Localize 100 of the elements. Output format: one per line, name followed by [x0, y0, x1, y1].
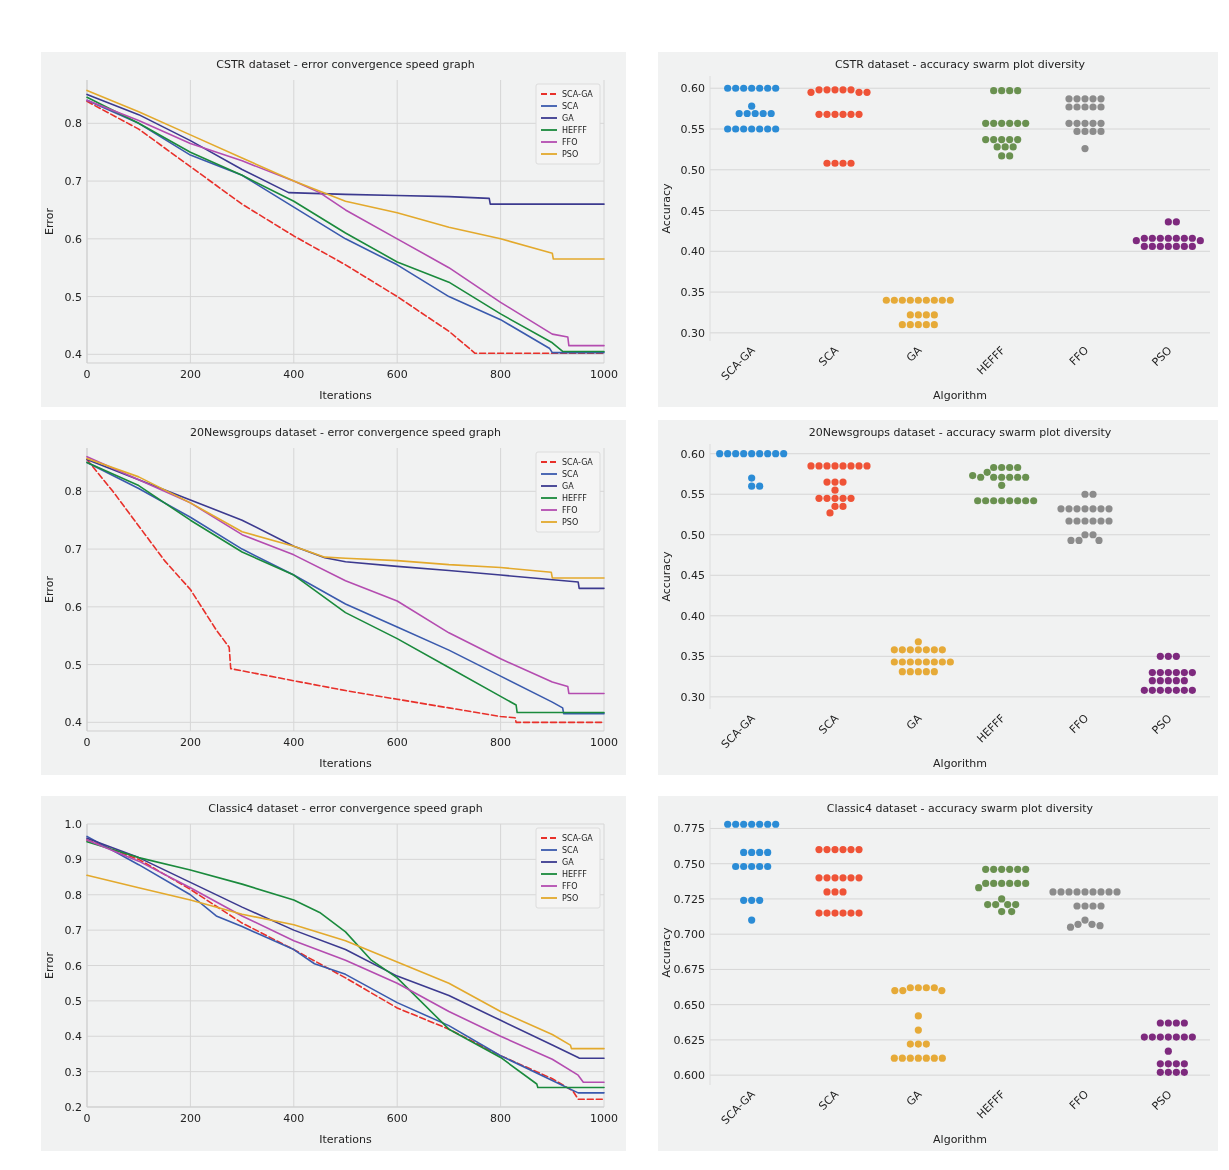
x-tick-label: 800 [490, 368, 512, 381]
y-tick-label: 0.8 [64, 888, 82, 902]
legend-label: FFO [562, 882, 578, 891]
x-tick-label: 600 [386, 368, 408, 381]
y-tick-label: 0.30 [680, 326, 705, 340]
y-tick-label: 0.3 [64, 1065, 82, 1079]
y-tick-label: 0.650 [673, 998, 705, 1012]
legend-label: HEFFF [562, 126, 588, 135]
x-tick-label: FFO [1066, 343, 1092, 369]
legend-label: PSO [562, 518, 579, 527]
y-tick-label: 0.4 [64, 1030, 82, 1044]
legend-label: SCA [562, 846, 579, 855]
y-tick-label: 0.40 [680, 609, 705, 623]
x-tick-label: 1000 [590, 736, 618, 749]
chart-title: 20Newsgroups dataset - accuracy swarm plot diversity [808, 426, 1112, 439]
legend-label: HEFFF [562, 870, 588, 879]
x-tick-label: 800 [490, 1112, 512, 1125]
legend-label: SCA-GA [562, 458, 594, 467]
y-tick-label: 0.6 [64, 232, 82, 246]
y-tick-label: 0.55 [680, 123, 705, 136]
y-tick-label: 0.4 [64, 716, 82, 730]
y-tick-label: 0.600 [673, 1069, 705, 1083]
x-tick-label: 600 [386, 1112, 408, 1125]
x-tick-label: 0 [83, 368, 91, 381]
y-tick-label: 0.7 [64, 924, 82, 938]
x-axis-title: Algorithm [933, 1133, 987, 1146]
x-tick-label: 800 [490, 736, 512, 749]
x-tick-label: 200 [179, 368, 201, 381]
x-tick-label: GA [903, 343, 925, 365]
legend-label: FFO [562, 138, 578, 147]
legend-label: SCA-GA [562, 90, 594, 99]
y-tick-label: 0.30 [680, 690, 705, 704]
x-tick-label: 400 [283, 368, 305, 381]
legend-label: GA [562, 858, 575, 867]
y-tick-label: 0.750 [673, 857, 705, 871]
y-tick-label: 0.5 [64, 290, 82, 304]
y-axis-title: Error [43, 951, 56, 979]
x-axis-title: Iterations [319, 757, 372, 770]
legend-label: FFO [562, 506, 578, 515]
y-tick-label: 0.35 [680, 650, 705, 664]
y-tick-label: 0.9 [64, 853, 82, 867]
y-tick-label: 0.50 [680, 163, 705, 177]
chart-title: Classic4 dataset - accuracy swarm plot diversity [826, 802, 1094, 815]
y-tick-label: 0.8 [64, 117, 82, 131]
y-axis-title: Error [43, 575, 56, 603]
y-tick-label: 0.675 [673, 963, 705, 977]
x-tick-label: GA [903, 1087, 925, 1109]
y-axis-title: Accuracy [660, 182, 673, 234]
x-axis-title: Iterations [319, 1133, 372, 1146]
chart-title: CSTR dataset - error convergence speed graph [216, 58, 475, 71]
y-tick-label: 0.35 [680, 286, 705, 300]
y-tick-label: 0.60 [680, 82, 705, 96]
y-tick-label: 0.700 [673, 928, 705, 942]
y-tick-label: 0.45 [680, 569, 705, 583]
y-tick-label: 0.5 [64, 994, 82, 1008]
y-tick-label: 0.4 [64, 348, 82, 362]
y-axis-title: Accuracy [660, 550, 673, 602]
y-tick-label: 0.40 [680, 245, 705, 259]
y-tick-label: 0.725 [673, 892, 705, 906]
y-tick-label: 0.8 [64, 485, 82, 499]
x-tick-label: 200 [179, 736, 201, 749]
y-tick-label: 0.50 [680, 528, 705, 542]
y-tick-label: 0.45 [680, 204, 705, 218]
legend-label: PSO [562, 150, 579, 159]
y-tick-label: 0.55 [680, 488, 705, 502]
x-tick-label: 600 [386, 736, 408, 749]
x-tick-label: GA [903, 711, 925, 733]
x-tick-label: 1000 [590, 1112, 618, 1125]
y-axis-title: Accuracy [660, 926, 673, 978]
y-tick-label: 0.625 [673, 1033, 705, 1047]
x-axis-title: Algorithm [933, 757, 987, 770]
y-tick-label: 0.6 [64, 959, 82, 973]
x-tick-label: 1000 [590, 368, 618, 381]
y-tick-label: 0.60 [680, 447, 705, 461]
legend-label: SCA-GA [562, 834, 594, 843]
y-tick-label: 0.7 [64, 175, 82, 189]
legend-label: GA [562, 114, 575, 123]
x-axis-title: Iterations [319, 389, 372, 402]
chart-title: 20Newsgroups dataset - error convergence speed graph [190, 426, 501, 439]
x-tick-label: 200 [179, 1112, 201, 1125]
x-tick-label: 400 [283, 736, 305, 749]
chart-title: Classic4 dataset - error convergence speed graph [208, 802, 483, 815]
line-series [86, 89, 605, 260]
legend-label: HEFFF [562, 494, 588, 503]
y-axis-title: Error [43, 207, 56, 235]
legend-label: PSO [562, 894, 579, 903]
chart-title: CSTR dataset - accuracy swarm plot diversity [834, 58, 1086, 71]
x-tick-label: FFO [1066, 1087, 1092, 1113]
legend-label: SCA [562, 102, 579, 111]
legend-label: SCA [562, 470, 579, 479]
legend-label: GA [562, 482, 575, 491]
y-tick-label: 0.2 [64, 1101, 82, 1114]
x-tick-label: 0 [83, 1112, 91, 1125]
x-axis-title: Algorithm [933, 389, 987, 402]
x-tick-label: 400 [283, 1112, 305, 1125]
x-tick-label: 0 [83, 736, 91, 749]
y-tick-label: 0.775 [673, 822, 705, 836]
x-tick-label: FFO [1066, 711, 1092, 737]
y-tick-label: 0.6 [64, 600, 82, 614]
y-tick-label: 1.0 [64, 818, 82, 831]
